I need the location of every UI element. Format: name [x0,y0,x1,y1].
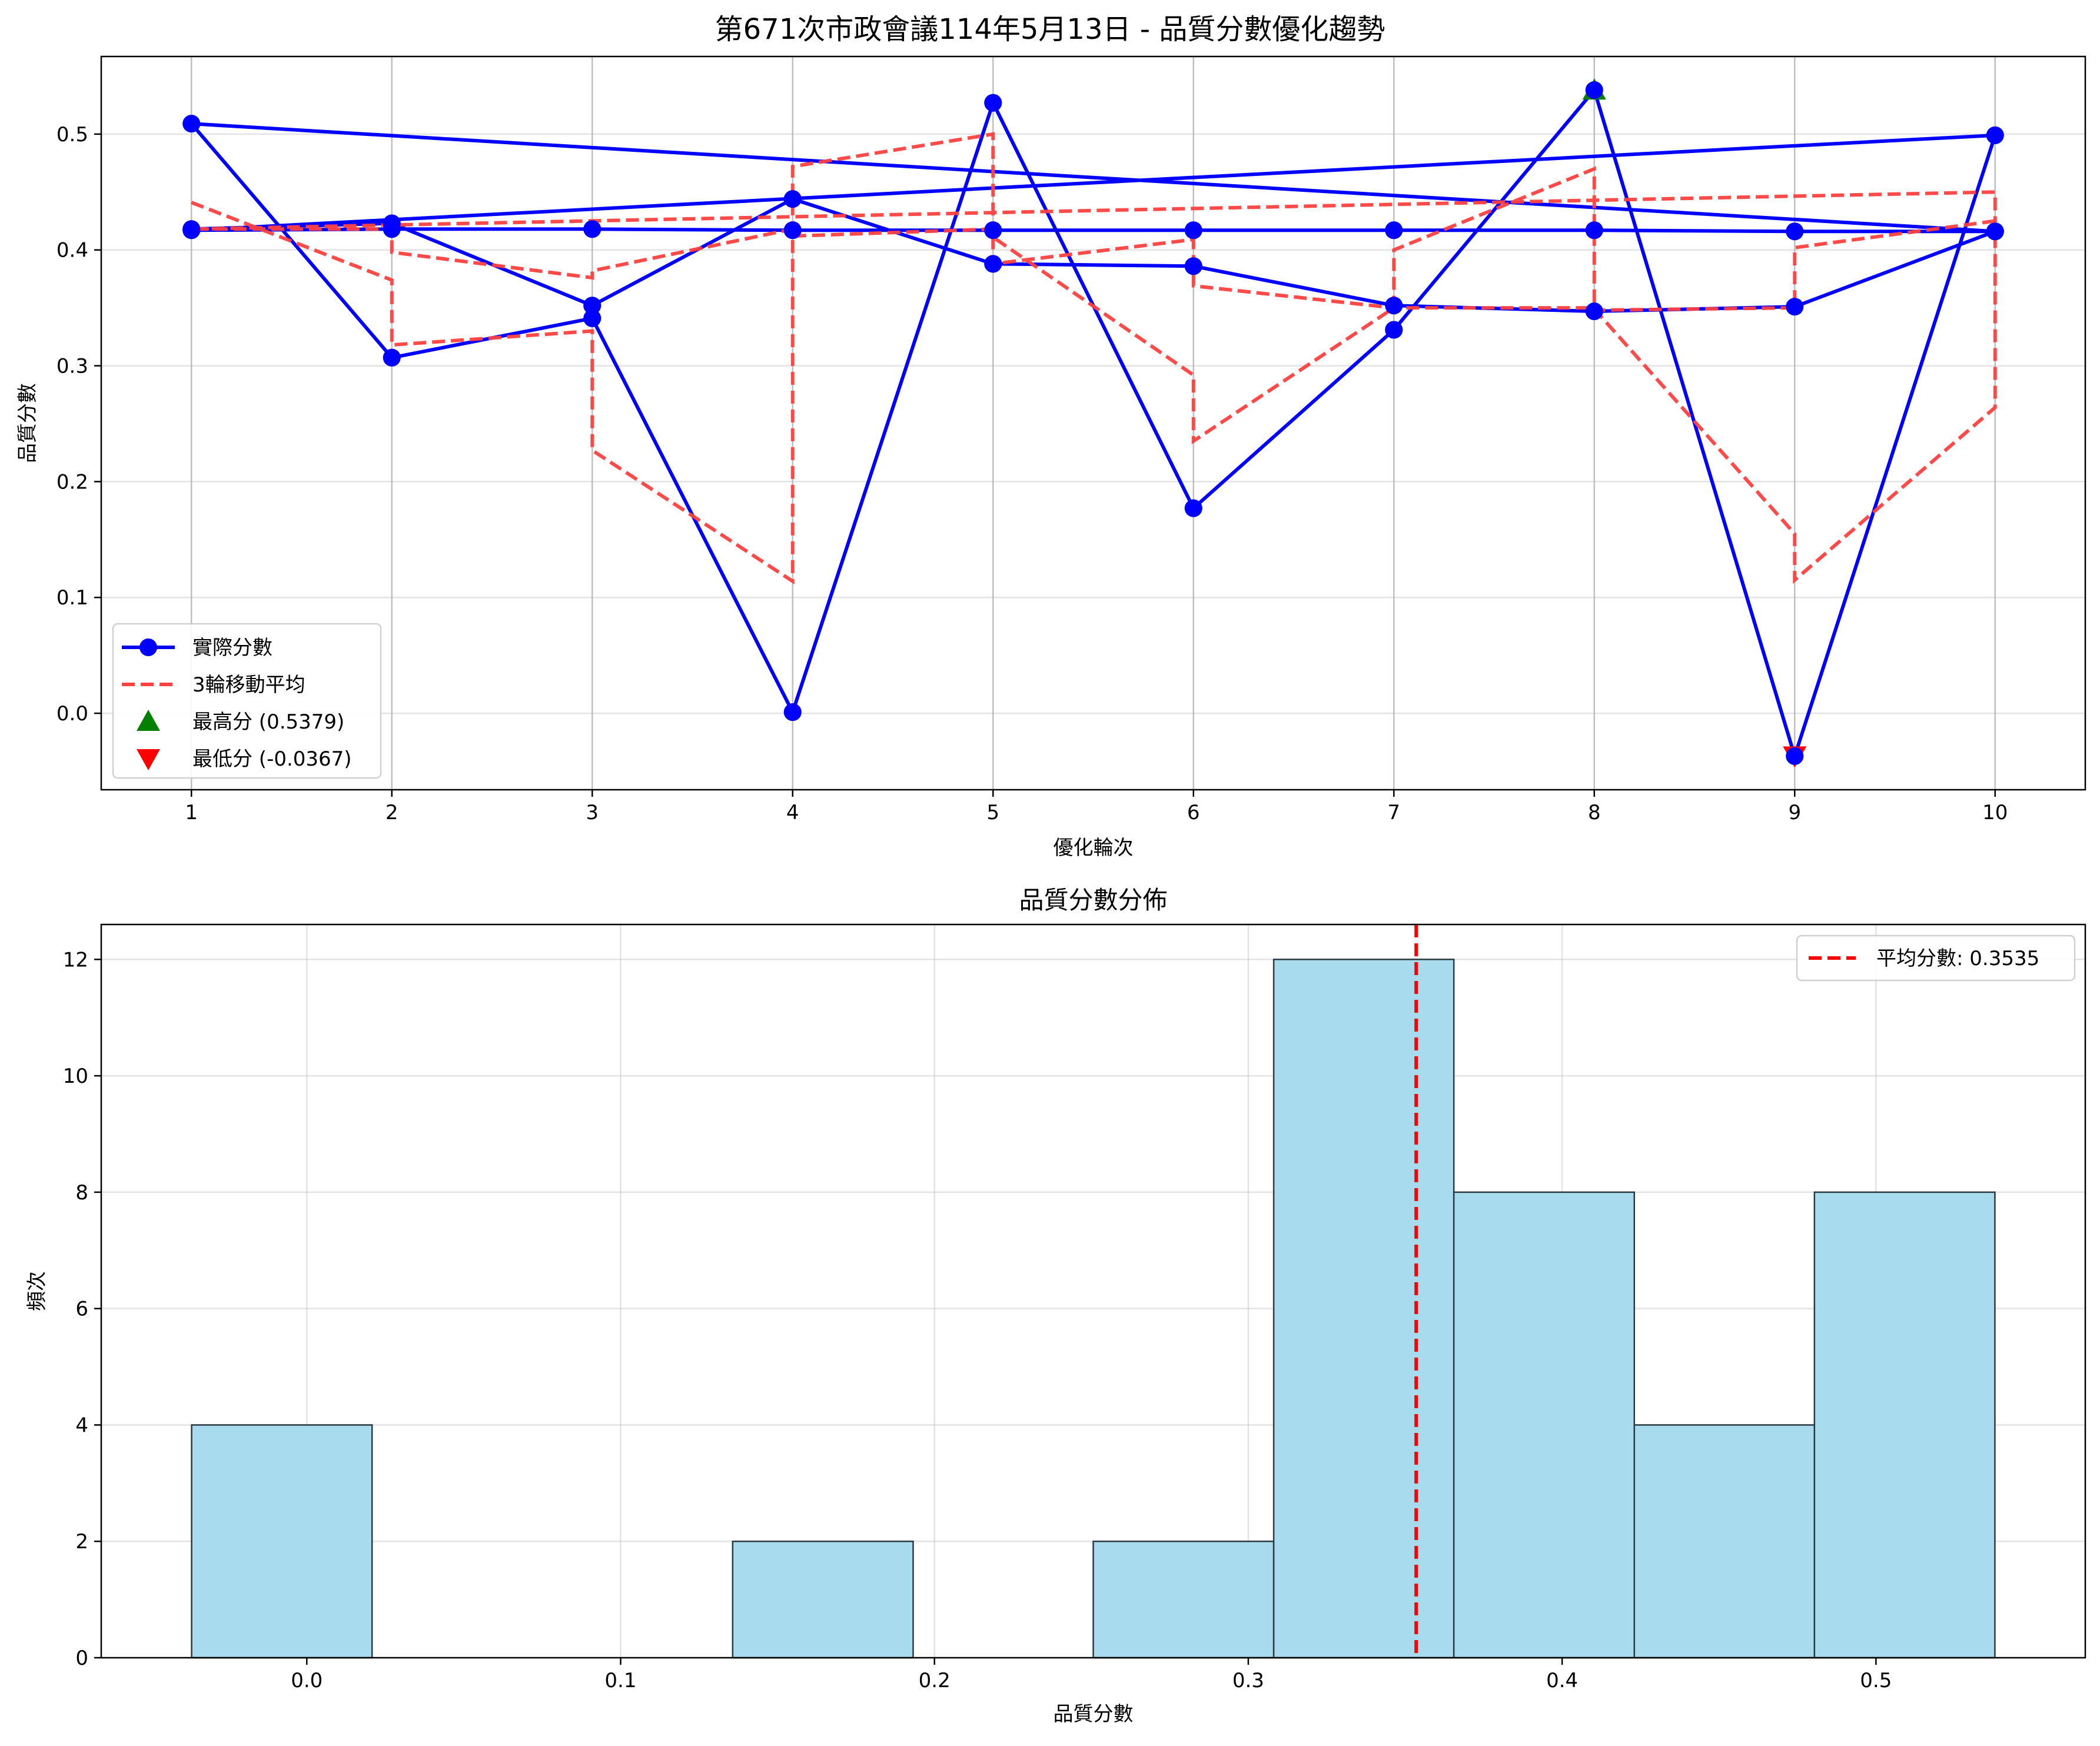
x-tick-label: 6 [1187,801,1200,824]
x-axis-label: 品質分數 [1054,1702,1134,1726]
histogram-bar-0 [191,1424,373,1659]
histogram-bar-3 [732,1540,914,1659]
x-tick-label: 9 [1788,801,1801,824]
data-point-top-4 [984,255,1002,273]
y-tick-label: 10 [63,1065,88,1088]
x-tick-label: 1 [185,801,198,824]
y-tick-label: 0.3 [57,355,88,378]
data-point-top-28 [1786,222,1804,241]
data-point-top-18 [1786,747,1804,765]
data-point-top-21 [383,220,401,238]
legend-label: 最低分 (-0.0367) [192,747,352,771]
data-point-top-3 [783,190,802,208]
line-chart-quality-trend: 1 2 3 4 5 6 7 8 9 10 0.0 0.1 0.2 0.3 0.4 0.5 優化輪次 品質分數實際分… [16,55,2086,860]
data-point-top-5 [1184,257,1202,275]
legend-marker-actual [139,638,157,656]
data-point-top-23 [783,221,802,240]
x-tick-label: 0.5 [1860,1669,1892,1692]
histogram-bar-5 [1092,1540,1275,1659]
data-point-top-13 [783,703,802,721]
y-tick-label: 0.2 [57,470,88,494]
data-point-top-22 [583,220,602,238]
x-tick-label: 2 [386,801,398,824]
y-tick-label: 0.4 [57,239,88,262]
data-point-top-11 [383,348,401,367]
legend-label: 最高分 (0.5379) [192,710,344,734]
histogram-bar-7 [1453,1191,1636,1659]
x-tick-label: 3 [586,801,599,824]
legend-box [112,623,382,779]
data-point-top-25 [1184,221,1202,240]
y-axis-label: 品質分數 [16,383,39,463]
y-tick-label: 0 [75,1647,88,1670]
figure-title: 第671次市政會議114年5月13日 - 品質分數優化趨勢 [715,13,1385,46]
y-tick-label: 0.1 [57,586,88,610]
data-point-top-2 [583,297,602,315]
data-point-top-7 [1585,302,1603,321]
data-point-top-24 [984,221,1002,240]
histogram-quality-distribution: 品質分數分佈 0.0 0.1 0.2 0.3 0.4 0.5 0 2 4 6 8 10 12 品質分數 頻次 平… [25,886,2086,1726]
x-axis-label: 優化輪次 [1054,836,1134,860]
x-tick-label: 0.0 [291,1669,323,1692]
data-point-top-15 [1184,499,1202,517]
legend-box [1796,934,2076,982]
data-point-top-19 [1986,126,2004,144]
x-tick-label: 0.1 [604,1669,636,1692]
histogram-title: 品質分數分佈 [1019,886,1167,914]
data-point-top-16 [1385,321,1403,339]
data-point-top-10 [182,115,201,133]
legend-label: 實際分數 [192,636,273,660]
data-point-top-17 [1585,81,1603,99]
x-tick-label: 0.3 [1232,1669,1264,1692]
y-tick-label: 8 [75,1181,88,1205]
x-tick-label: 10 [1982,801,2008,824]
x-tick-label: 5 [986,801,999,824]
data-point-top-6 [1385,297,1403,315]
histogram-bar-6 [1272,959,1455,1659]
x-tick-label: 4 [786,801,799,824]
y-tick-label: 6 [75,1298,88,1321]
x-tick-label: 0.2 [919,1669,951,1692]
series-line-moving-average [191,132,1997,585]
legend-marker-max [137,710,160,731]
legend-marker-min [137,749,160,770]
y-tick-label: 12 [63,948,88,972]
x-tick-label: 8 [1588,801,1601,824]
data-point-top-20 [182,221,201,240]
plot-frame [100,923,2086,1659]
legend: 平均分數: 0.3535 [1796,934,2076,982]
y-tick-label: 0.0 [57,702,88,726]
y-axis-label: 頻次 [25,1271,49,1311]
plot-frame [100,55,2086,791]
data-point-top-29 [1986,222,2004,241]
x-tick-label: 7 [1387,801,1400,824]
histogram-bar-9 [1813,1191,1996,1659]
y-tick-label: 2 [75,1530,88,1554]
histogram-bar-8 [1633,1424,1816,1659]
y-tick-label: 4 [75,1414,88,1437]
data-point-top-14 [984,94,1002,112]
x-tick-label: 0.4 [1546,1669,1578,1692]
legend-label: 3輪移動平均 [192,673,305,697]
data-point-top-12 [583,309,602,327]
legend-label: 平均分數: 0.3535 [1876,947,2039,970]
data-point-top-8 [1786,298,1804,316]
data-point-top-27 [1585,221,1603,240]
data-point-top-26 [1385,221,1403,240]
y-tick-label: 0.5 [57,123,88,147]
